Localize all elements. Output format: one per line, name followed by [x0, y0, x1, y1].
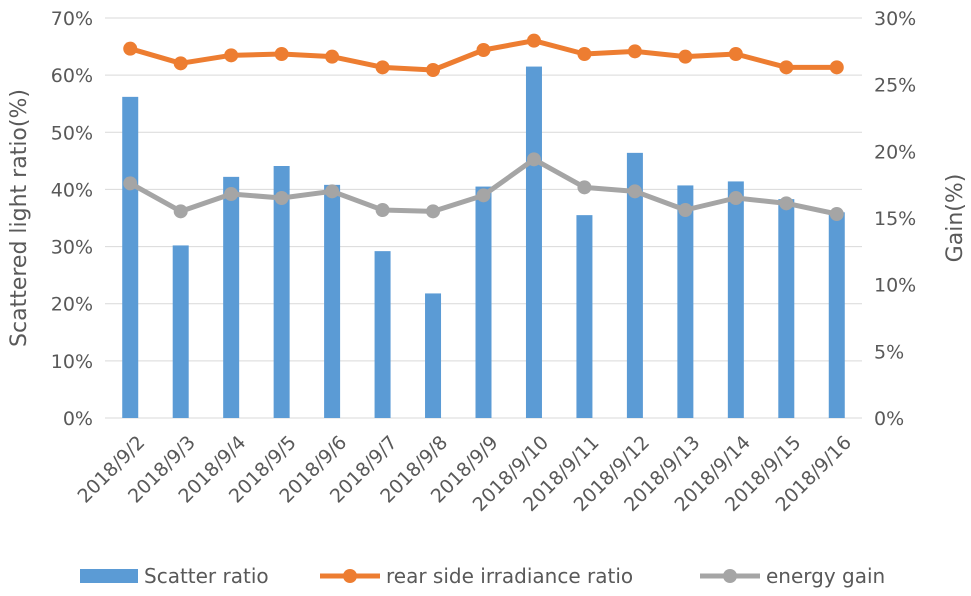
right-tick-label: 25% — [874, 75, 916, 97]
data-point — [526, 33, 541, 48]
bar — [122, 96, 139, 418]
legend-label: energy gain — [766, 564, 885, 588]
bar — [425, 293, 442, 418]
data-point — [426, 63, 441, 77]
data-point — [678, 203, 693, 217]
bar — [828, 212, 845, 418]
right-tick-label: 20% — [874, 141, 916, 163]
bar — [273, 166, 290, 418]
data-point — [728, 191, 743, 205]
right-tick-label: 0% — [874, 408, 904, 430]
bar — [223, 176, 240, 418]
bar-series — [122, 66, 845, 419]
data-point — [173, 56, 188, 71]
data-point — [526, 152, 541, 167]
data-point — [577, 47, 592, 61]
data-point — [224, 48, 239, 63]
data-point — [426, 204, 441, 219]
bar — [374, 251, 391, 418]
left-tick-label: 40% — [51, 179, 93, 201]
left-axis-title: Scattered light ratio(%) — [7, 89, 32, 347]
legend-label: rear side irradiance ratio — [386, 564, 633, 588]
data-point — [224, 187, 239, 201]
bar — [727, 181, 744, 418]
bar — [677, 185, 694, 418]
data-point — [678, 49, 693, 64]
data-point — [627, 44, 642, 59]
bar — [778, 199, 795, 418]
data-point — [274, 47, 289, 61]
data-point — [728, 47, 743, 61]
legend-marker — [343, 569, 357, 583]
left-tick-label: 0% — [63, 408, 93, 430]
right-axis-title: Gain(%) — [943, 174, 968, 263]
x-axis-ticks: 2018/9/22018/9/32018/9/42018/9/52018/9/6… — [73, 432, 855, 516]
data-point — [829, 60, 844, 75]
bar — [324, 184, 341, 418]
legend: Scatter ratio rear side irradiance ratio e… — [80, 564, 885, 588]
data-point — [325, 184, 340, 199]
bar — [626, 152, 643, 418]
left-tick-label: 60% — [51, 65, 93, 87]
data-point — [476, 188, 491, 203]
legend-label: Scatter ratio — [144, 564, 269, 588]
data-point — [627, 184, 642, 199]
data-point — [325, 49, 340, 64]
bar — [525, 66, 542, 419]
data-point — [274, 191, 289, 205]
bar — [475, 186, 492, 418]
left-tick-label: 70% — [51, 8, 93, 30]
line-series — [123, 33, 844, 221]
legend-swatch — [80, 569, 138, 583]
data-point — [123, 176, 138, 191]
data-point — [779, 196, 794, 211]
left-axis-ticks: 0% 10% 20% 30% 40% 50% 60% 70% — [51, 8, 93, 430]
legend-marker — [723, 569, 737, 583]
data-point — [375, 60, 390, 75]
data-point — [173, 204, 188, 219]
bar — [576, 215, 593, 418]
data-point — [476, 43, 491, 57]
right-tick-label: 15% — [874, 208, 916, 230]
left-tick-label: 20% — [51, 294, 93, 316]
data-point — [829, 207, 844, 221]
data-point — [779, 60, 794, 75]
data-point — [577, 180, 592, 195]
left-tick-label: 30% — [51, 237, 93, 259]
data-point — [375, 203, 390, 217]
left-tick-label: 10% — [51, 351, 93, 373]
bar — [172, 245, 189, 418]
right-tick-label: 5% — [874, 341, 904, 363]
right-tick-label: 10% — [874, 275, 916, 297]
right-tick-label: 30% — [874, 8, 916, 30]
data-point — [123, 41, 138, 56]
right-axis-ticks: 0% 5% 10% 15% 20% 25% 30% — [874, 8, 916, 430]
left-tick-label: 50% — [51, 122, 93, 144]
